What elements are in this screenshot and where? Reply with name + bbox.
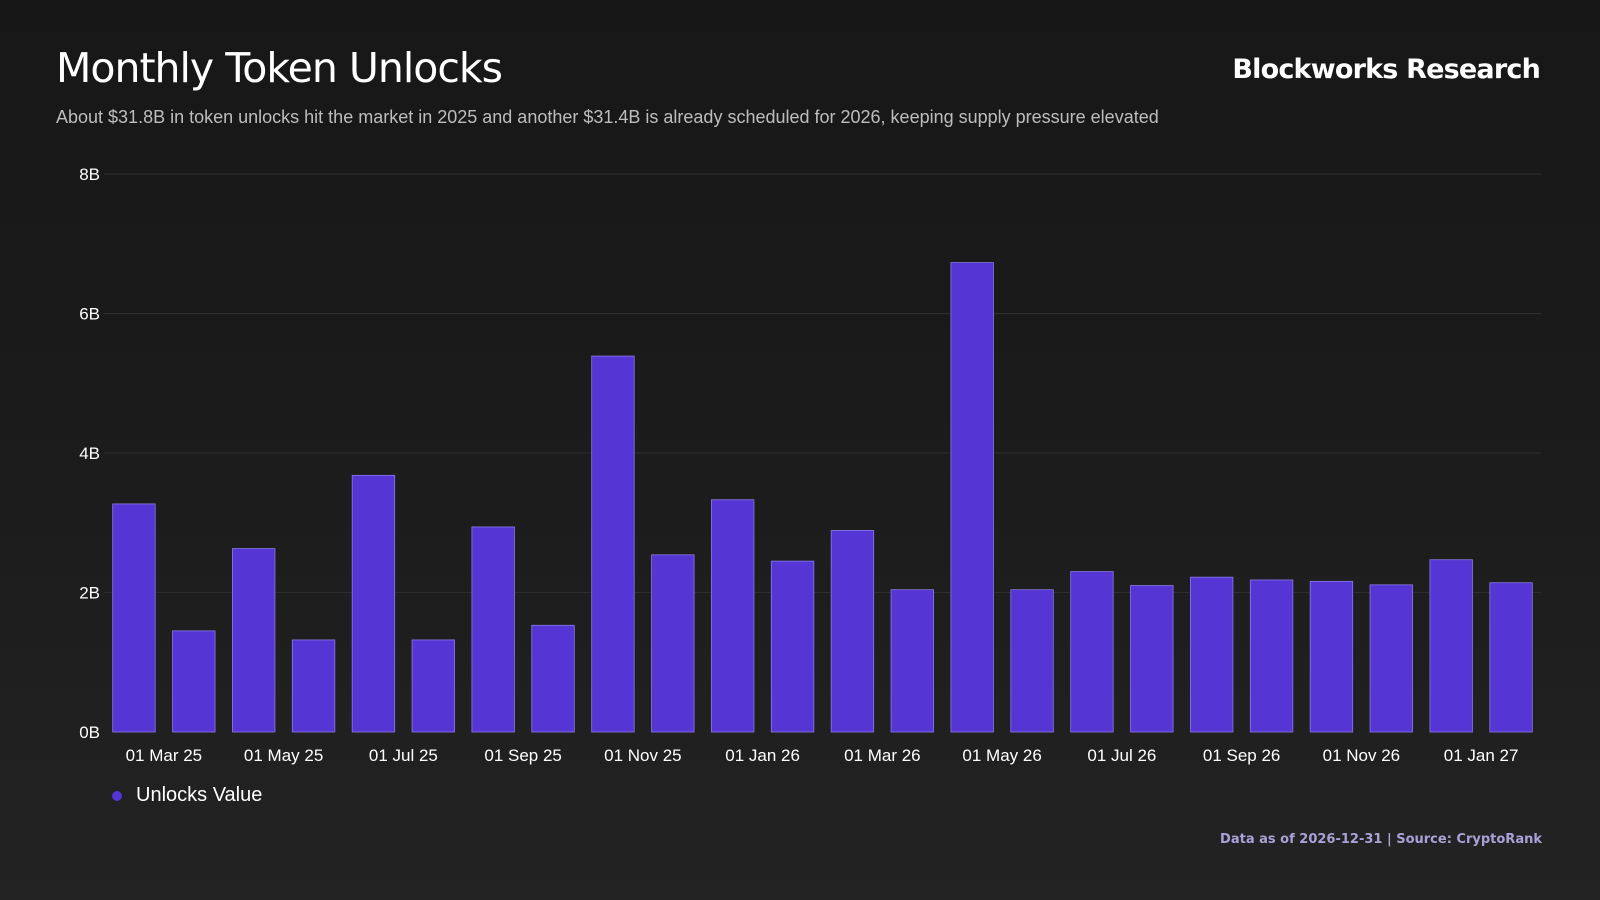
y-tick-label: 2B (79, 584, 100, 603)
bars (112, 262, 1533, 733)
page-subtitle: About $31.8B in token unlocks hit the ma… (56, 107, 1159, 127)
bar-feb-25[interactable] (112, 503, 156, 733)
legend[interactable]: Unlocks Value (112, 784, 262, 807)
y-tick-label: 4B (79, 444, 100, 463)
x-tick-label: 01 Nov 25 (604, 746, 682, 765)
y-axis-ticks: 0B 2B 4B 6B 8B (79, 165, 100, 742)
grid-lines (104, 173, 1541, 593)
bar-mar-26[interactable] (890, 589, 934, 733)
bar-aug-25[interactable] (471, 526, 515, 733)
bar-sep-26[interactable] (1249, 579, 1294, 733)
x-tick-label: 01 Sep 25 (484, 746, 562, 765)
bar-apr-25[interactable] (232, 548, 276, 733)
bar-oct-25[interactable] (591, 355, 635, 733)
bar-jun-25[interactable] (351, 474, 396, 733)
bar-apr-26[interactable] (950, 262, 994, 733)
source-footnote: Data as of 2026-12-31 | Source: CryptoRa… (1220, 832, 1542, 847)
bar-jan-26[interactable] (770, 560, 815, 733)
x-tick-label: 01 Jan 27 (1444, 746, 1519, 765)
bar-jun-26[interactable] (1070, 571, 1114, 733)
bar-nov-26[interactable] (1369, 584, 1413, 733)
y-tick-label: 6B (79, 305, 100, 324)
x-tick-label: 01 Jul 25 (369, 746, 438, 765)
x-tick-label: 01 Nov 26 (1323, 746, 1401, 765)
bar-may-26[interactable] (1010, 589, 1054, 733)
bar-mar-25[interactable] (172, 630, 216, 733)
x-tick-label: 01 Sep 26 (1203, 746, 1281, 765)
legend-label: Unlocks Value (136, 784, 263, 806)
legend-marker-icon (112, 790, 122, 801)
x-axis-ticks: 01 Mar 25 01 May 25 01 Jul 25 01 Sep 25 01 N… (126, 746, 1519, 765)
bar-oct-26[interactable] (1309, 580, 1354, 733)
bar-dec-25[interactable] (711, 499, 755, 733)
bar-aug-26[interactable] (1190, 576, 1234, 733)
bar-jan-27[interactable] (1489, 582, 1533, 733)
bar-may-25[interactable] (291, 639, 336, 733)
bar-jul-26[interactable] (1130, 585, 1174, 733)
bar-jul-25[interactable] (411, 639, 455, 733)
bar-sep-25[interactable] (531, 624, 575, 733)
x-tick-label: 01 Mar 26 (844, 746, 921, 765)
bar-nov-25[interactable] (651, 554, 695, 733)
brand-logo-text: Blockworks Research (1232, 54, 1540, 85)
x-tick-label: 01 Mar 25 (126, 746, 203, 765)
page-title: Monthly Token Unlocks (56, 44, 503, 92)
x-tick-label: 01 Jan 26 (725, 746, 800, 765)
y-tick-label: 0B (79, 723, 100, 742)
x-tick-label: 01 May 25 (244, 746, 323, 765)
bar-dec-26[interactable] (1429, 559, 1473, 733)
x-tick-label: 01 May 26 (962, 746, 1041, 765)
x-tick-label: 01 Jul 26 (1087, 746, 1156, 765)
y-tick-label: 8B (79, 165, 100, 184)
bar-feb-26[interactable] (830, 530, 875, 733)
